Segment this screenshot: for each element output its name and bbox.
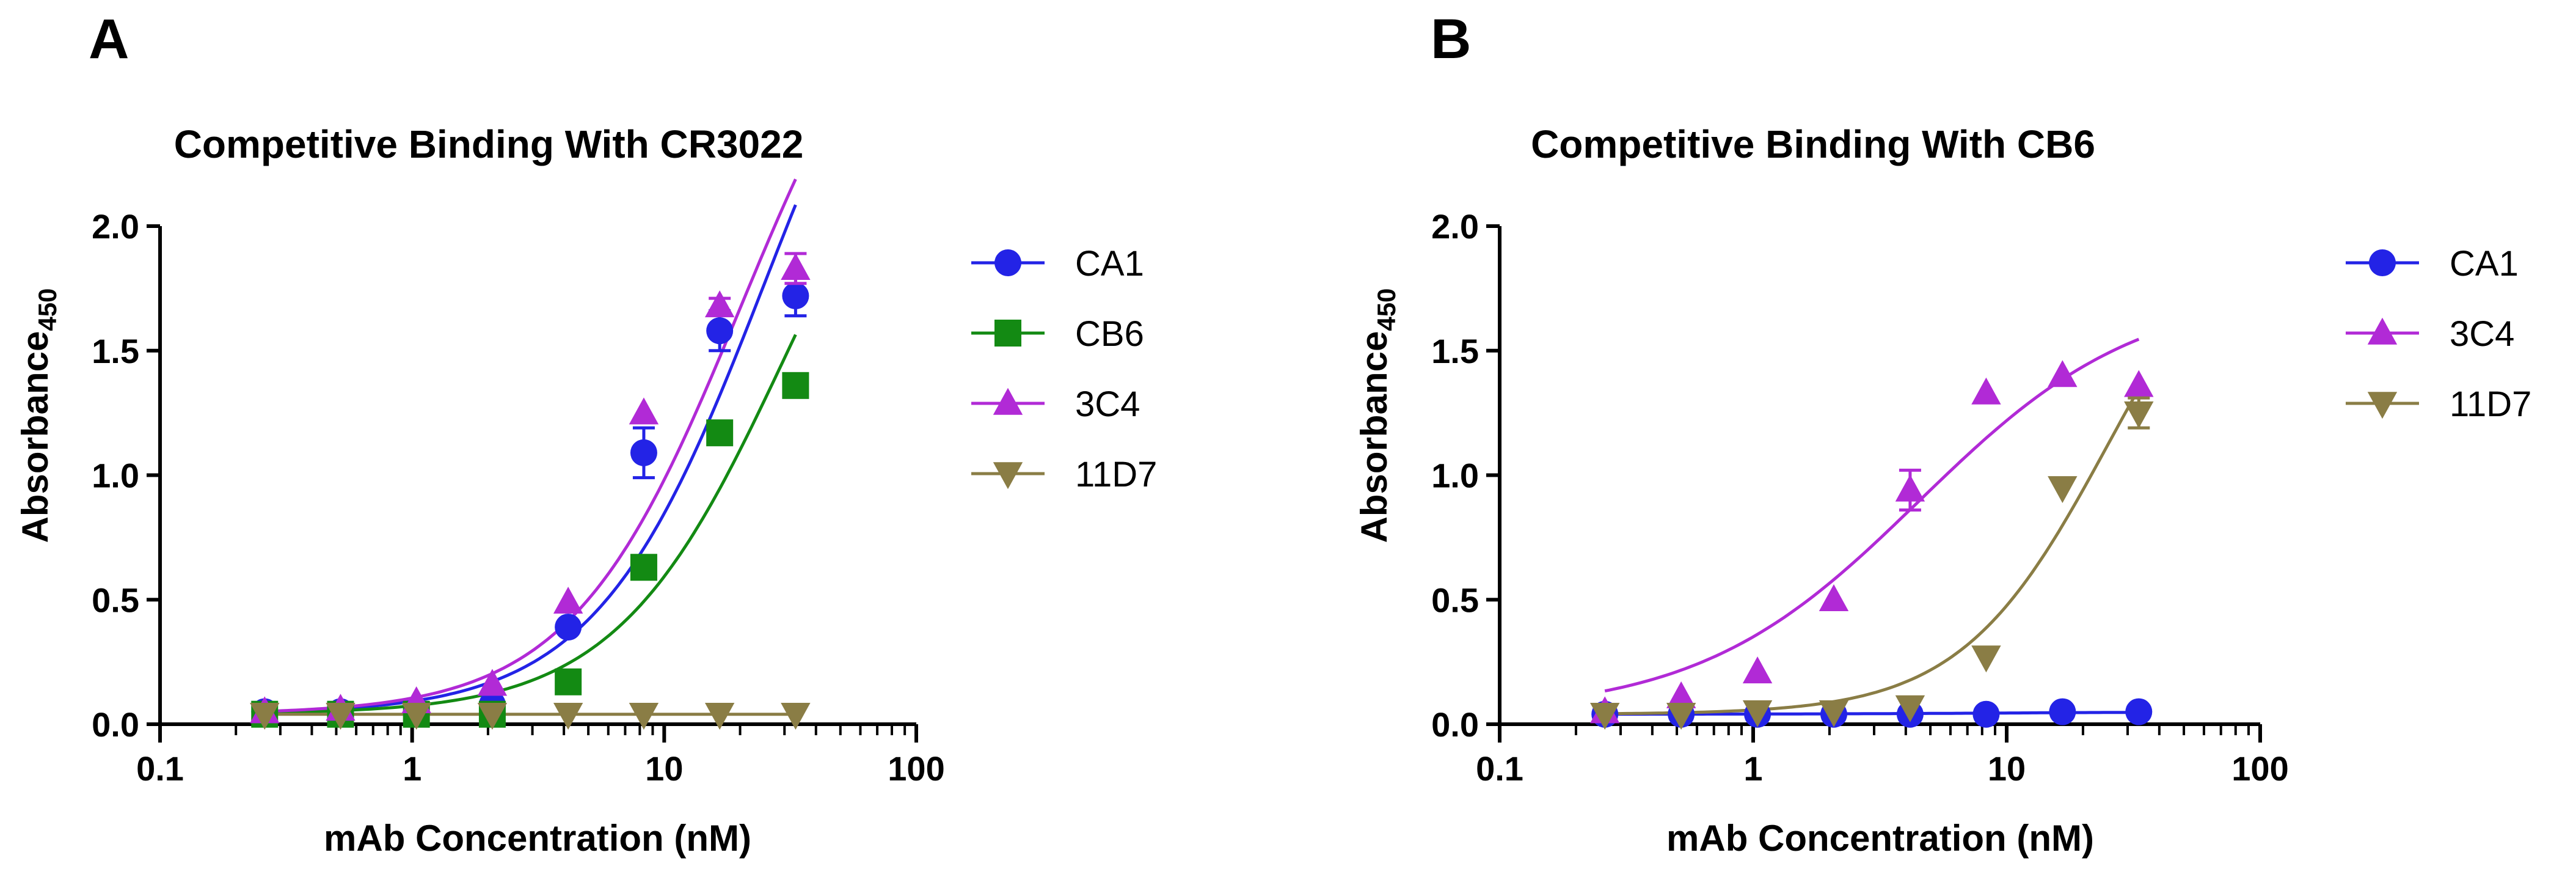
x-tick-label: 100 [2231, 749, 2288, 788]
y-tick-label: 0.0 [1431, 705, 1479, 744]
data-point-11d7 [1742, 700, 1773, 727]
data-point-3c4 [1742, 656, 1773, 684]
legend-label-cb6: CB6 [1075, 314, 1144, 354]
legend-marker-ca1 [2369, 249, 2396, 276]
panel-a-ylabel-sub: 450 [33, 288, 62, 331]
x-tick-label: 0.1 [1476, 749, 1523, 788]
legend-marker-cb6 [994, 320, 1021, 347]
panel-b-letter: B [1431, 8, 1471, 70]
data-point-11d7 [477, 703, 508, 730]
fit-curve-3c4 [1604, 337, 2140, 693]
panel-b-title: Competitive Binding With CB6 [1531, 122, 2095, 166]
fit-curve-11d7 [1605, 388, 2140, 716]
panel-b-plot: 0.0 0.5 1.0 1.5 2.0 0.1 1 10 100 CA1 3C4 11D7 [1431, 207, 2531, 788]
x-tick-label: 1 [403, 749, 421, 788]
data-point-11d7 [250, 703, 280, 730]
legend-marker-ca1 [994, 249, 1021, 276]
legend-marker-11d7 [993, 462, 1023, 490]
y-tick-label: 2.0 [92, 207, 139, 246]
data-point-11d7 [629, 703, 659, 730]
legend-marker-3c4 [2367, 317, 2398, 345]
data-point-3c4 [1895, 474, 1925, 502]
legend-label-3c4: 3C4 [1075, 384, 1140, 424]
data-point-ca1 [2125, 698, 2153, 725]
x-tick-label: 10 [645, 749, 683, 788]
legend-marker-11d7 [2367, 392, 2398, 419]
data-point-ca1 [1972, 700, 2000, 728]
data-point-11d7 [1971, 645, 2001, 673]
data-point-11d7 [1666, 703, 1696, 730]
data-point-11d7 [401, 703, 431, 730]
panel-a-xlabel: mAb Concentration (nM) [324, 818, 751, 859]
data-point-11d7 [2124, 401, 2154, 428]
y-tick-label: 1.5 [1431, 332, 1479, 370]
data-point-11d7 [1895, 695, 1925, 722]
y-tick-label: 1.0 [1431, 457, 1479, 495]
panel-b-xlabel: mAb Concentration (nM) [1666, 818, 2094, 859]
panel-b-ylabel: Absorbance450 [1354, 288, 1401, 543]
data-point-3c4 [781, 252, 811, 280]
y-tick-label: 1.5 [92, 332, 139, 370]
x-tick-label: 0.1 [136, 749, 184, 788]
panel-a-letter: A [89, 8, 129, 70]
data-point-3c4 [477, 669, 508, 696]
panel-a: A Competitive Binding With CR3022 mAb Co… [15, 8, 1157, 859]
x-tick-label: 10 [1988, 749, 2026, 788]
legend-label-ca1: CA1 [1075, 244, 1144, 284]
y-tick-label: 0.0 [92, 705, 139, 744]
y-tick-label: 2.0 [1431, 207, 1479, 246]
panel-a-title: Competitive Binding With CR3022 [174, 122, 804, 166]
data-point-3c4 [1971, 377, 2001, 405]
data-point-ca1 [555, 614, 582, 641]
data-point-3c4 [629, 397, 659, 425]
data-point-3c4 [2048, 360, 2078, 387]
data-point-ca1 [630, 439, 657, 466]
y-tick-label: 0.5 [1431, 581, 1479, 619]
x-tick-label: 100 [888, 749, 944, 788]
fit-curve-ca1 [265, 204, 797, 714]
data-point-ca1 [2049, 698, 2076, 725]
data-point-11d7 [1819, 700, 1849, 727]
x-tick-label: 1 [1743, 749, 1762, 788]
legend-marker-3c4 [993, 387, 1023, 415]
panel-a-ylabel-main: Absorbance [15, 331, 56, 543]
panel-b-ylabel-sub: 450 [1372, 288, 1401, 331]
data-point-11d7 [1590, 703, 1620, 730]
panel-b: B Competitive Binding With CB6 mAb Conce… [1354, 8, 2531, 859]
legend-label-3c4: 3C4 [2450, 314, 2514, 354]
panel-a-ylabel: Absorbance450 [15, 288, 62, 543]
data-point-ca1 [706, 317, 734, 345]
legend-label-11d7: 11D7 [1075, 455, 1157, 494]
data-point-11d7 [326, 703, 356, 730]
data-point-cb6 [706, 419, 734, 447]
panel-b-ylabel-main: Absorbance [1354, 331, 1395, 543]
data-point-3c4 [1666, 681, 1696, 708]
data-point-11d7 [2048, 476, 2078, 504]
legend-label-11d7: 11D7 [2450, 384, 2531, 424]
y-tick-label: 1.0 [92, 457, 139, 495]
data-point-3c4 [1819, 584, 1849, 611]
legend-label-ca1: CA1 [2450, 244, 2519, 284]
data-point-ca1 [782, 282, 809, 310]
fit-curve-cb6 [265, 334, 797, 714]
data-point-11d7 [704, 703, 735, 730]
data-point-cb6 [555, 668, 582, 695]
data-point-cb6 [630, 554, 657, 581]
data-point-11d7 [781, 703, 811, 730]
data-point-3c4 [553, 587, 583, 614]
data-point-3c4 [2124, 370, 2154, 397]
data-point-11d7 [553, 703, 583, 730]
data-point-cb6 [782, 372, 809, 399]
panel-a-plot: 0.0 0.5 1.0 1.5 2.0 0.1 1 10 100 CA1 CB6 3C4 11D7 [92, 178, 1157, 788]
y-tick-label: 0.5 [92, 581, 139, 619]
data-point-3c4 [704, 290, 735, 318]
